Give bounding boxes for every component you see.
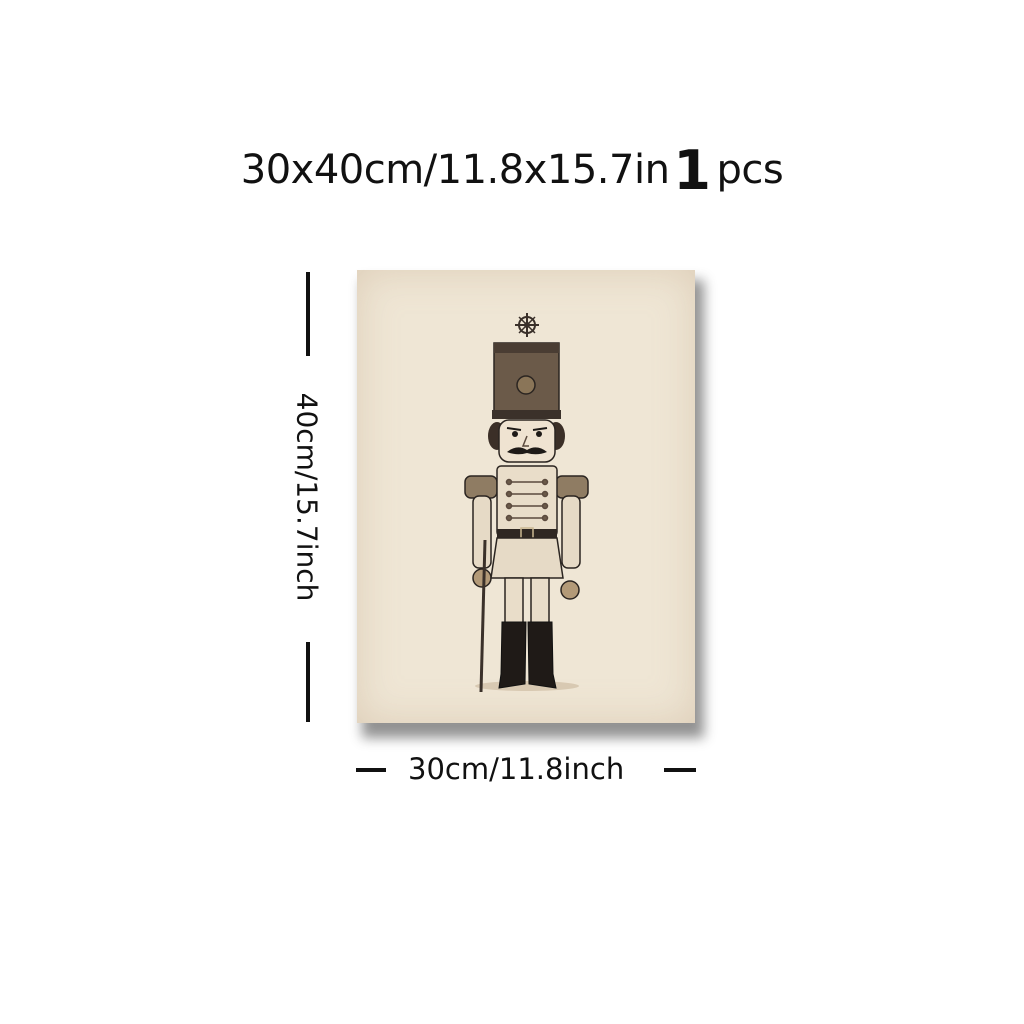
nutcracker-illustration	[464, 313, 589, 693]
height-label: 40cm/15.7inch	[290, 392, 324, 602]
height-marker-top	[306, 272, 310, 356]
size-text: 30x40cm/11.8x15.7in	[240, 147, 670, 193]
width-marker-left	[356, 768, 386, 772]
canvas-print	[357, 270, 695, 723]
height-marker-bottom	[306, 642, 310, 722]
width-label: 30cm/11.8inch	[408, 752, 625, 786]
piece-unit: pcs	[716, 147, 784, 193]
width-marker-right	[664, 768, 696, 772]
product-size-title: 30x40cm/11.8x15.7in1 pcs	[0, 138, 1024, 198]
piece-count: 1	[673, 139, 711, 202]
hat-ornament	[515, 313, 539, 337]
